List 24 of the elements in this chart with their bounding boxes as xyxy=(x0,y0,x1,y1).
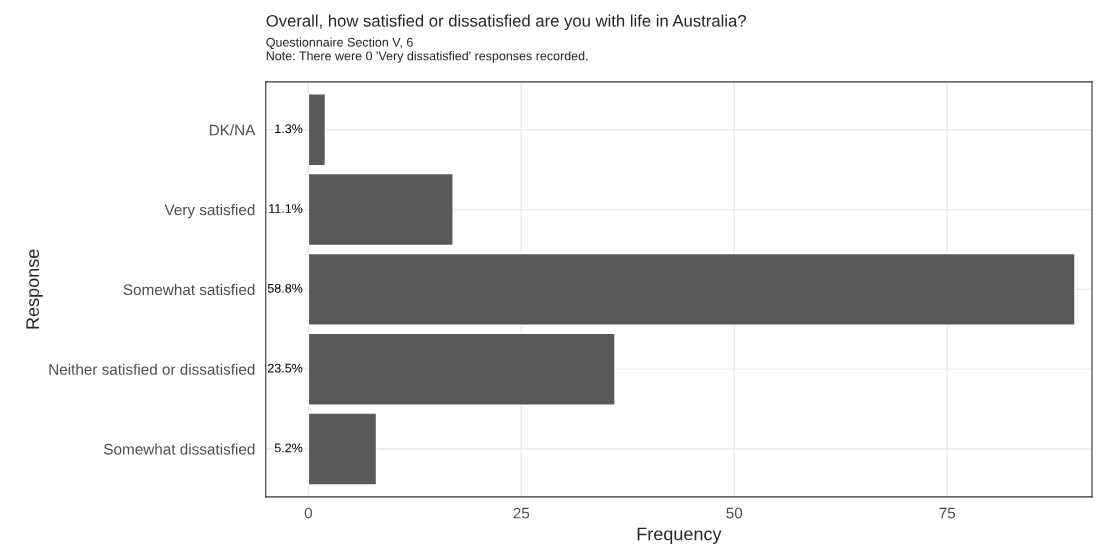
bar xyxy=(307,172,454,247)
annotation: 1.3% xyxy=(275,124,303,134)
annotation: 58.8% xyxy=(267,283,303,293)
x-axis-title: Frequency xyxy=(637,527,722,544)
y-tick-label: Somewhat dissatisfied xyxy=(104,443,255,455)
chart-title: Overall, how satisfied or dissatisfied are you with life in Australia? xyxy=(266,14,746,31)
x-tick-label: 75 xyxy=(939,507,956,519)
bar xyxy=(307,252,1076,326)
annotation: 23.5% xyxy=(267,363,303,373)
x-tick-label: 0 xyxy=(304,507,313,519)
text: Note: There were 0 'Very dissatisfied' responses recorded. xyxy=(266,51,588,63)
annotation: 11.1% xyxy=(269,204,303,213)
bar xyxy=(307,412,378,486)
bar xyxy=(307,93,327,167)
bar xyxy=(307,332,616,406)
y-tick-label: Very satisfied xyxy=(164,204,255,219)
y-axis-title: Response xyxy=(26,249,43,329)
annotation: 5.2% xyxy=(274,443,303,453)
y-tick-label: DK/NA xyxy=(209,124,256,136)
x-tick-label: 25 xyxy=(513,507,530,519)
chart-subtitle: Questionnaire Section V, 6 xyxy=(266,37,413,49)
y-tick-label: Neither satisfied or dissatisfied xyxy=(49,363,255,375)
y-tick-label: Somewhat satisfied xyxy=(123,283,255,296)
x-tick-label: 50 xyxy=(726,507,743,519)
